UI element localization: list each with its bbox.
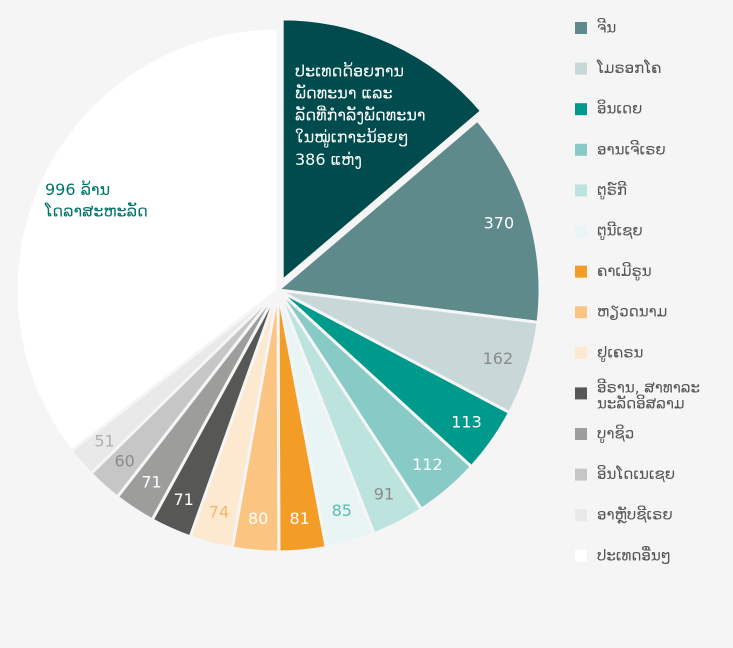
legend-label: ອິນເດຍ [597, 99, 642, 118]
legend-swatch [575, 387, 587, 400]
pie-slice [14, 26, 280, 454]
annotation-line: ລັດທີ່ກຳລັງພັດທະນາ [295, 105, 426, 124]
annotation-line: ປະເທດດ້ອຍການ [295, 62, 404, 81]
legend-swatch [575, 62, 587, 75]
legend-label: ອີຣານ, ສາທາລະນະລັດອິສລາມ [597, 377, 700, 412]
data-label: 81 [289, 509, 309, 528]
pie-slice [274, 117, 542, 325]
data-label: 51 [94, 431, 114, 450]
legend-swatch [575, 22, 587, 34]
legend-label: ໂມຣອກໂຄ [596, 59, 661, 77]
legend-label: ຕູຣ໌ກີ [597, 180, 627, 200]
legend-line: ນະລັດອິສລາມ [597, 393, 685, 412]
legend-label: ຢູເຄຣນ [597, 343, 643, 362]
legend-swatch [575, 346, 587, 359]
data-label: 162 [483, 349, 514, 368]
data-label: 60 [115, 452, 135, 471]
legend-line: ອີຣານ, ສາທາລະ [597, 377, 700, 396]
legend-label: ຕູນີເຊຍ [597, 220, 643, 240]
data-label-unit: ແຫ່ງ [331, 150, 362, 169]
annotation-line: ພັດທະນາ ແລະ [295, 84, 393, 103]
annotation-line: ໂດລາສະຫະລັດ [44, 201, 148, 220]
data-label: 113 [451, 412, 482, 431]
legend-label: ອາຫຼັບຊີເຣຍ [597, 505, 673, 524]
data-label: 80 [248, 509, 268, 528]
legend-label: ບູາຊິວ [597, 423, 634, 443]
data-label: 71 [141, 472, 161, 491]
legend-swatch [575, 549, 587, 562]
legend-swatch [575, 225, 587, 237]
data-label: 996 ລ້ານ [45, 180, 110, 199]
data-label-unit: ລ້ານ [81, 180, 111, 199]
data-label-value: 386 [295, 150, 326, 169]
data-label: 85 [332, 501, 352, 520]
pie-slice [280, 17, 484, 285]
legend-label: ຫຽວດນາມ [597, 303, 667, 321]
data-label: 386 ແຫ່ງ [295, 150, 362, 169]
data-label: 74 [209, 502, 229, 521]
legend-swatch [575, 184, 587, 197]
legend-label: ປະເທດອື່ນໆ [597, 545, 671, 564]
legend-swatch [575, 306, 587, 319]
annotation-line: ໃນໝູ່ເກາະນ້ອຍໆ [295, 128, 409, 148]
legend-swatch [575, 103, 587, 116]
data-label: 71 [174, 490, 194, 509]
data-label: 112 [412, 455, 443, 474]
data-label: 91 [374, 484, 394, 503]
legend-label: ຈີນ [597, 17, 616, 36]
legend-swatch [575, 428, 587, 440]
legend-label: ອິນໂດເນເຊຍ [597, 464, 675, 483]
legend-label: ອານເຈີເຣຍ [597, 139, 666, 158]
legend-swatch [575, 265, 587, 278]
legend-label: ຄາເມີຣູນ [597, 261, 652, 281]
legend-swatch [575, 509, 587, 522]
legend-swatch [575, 468, 587, 481]
data-label: 370 [484, 213, 515, 232]
data-label-value: 996 [45, 180, 76, 199]
legend-swatch [575, 143, 587, 156]
